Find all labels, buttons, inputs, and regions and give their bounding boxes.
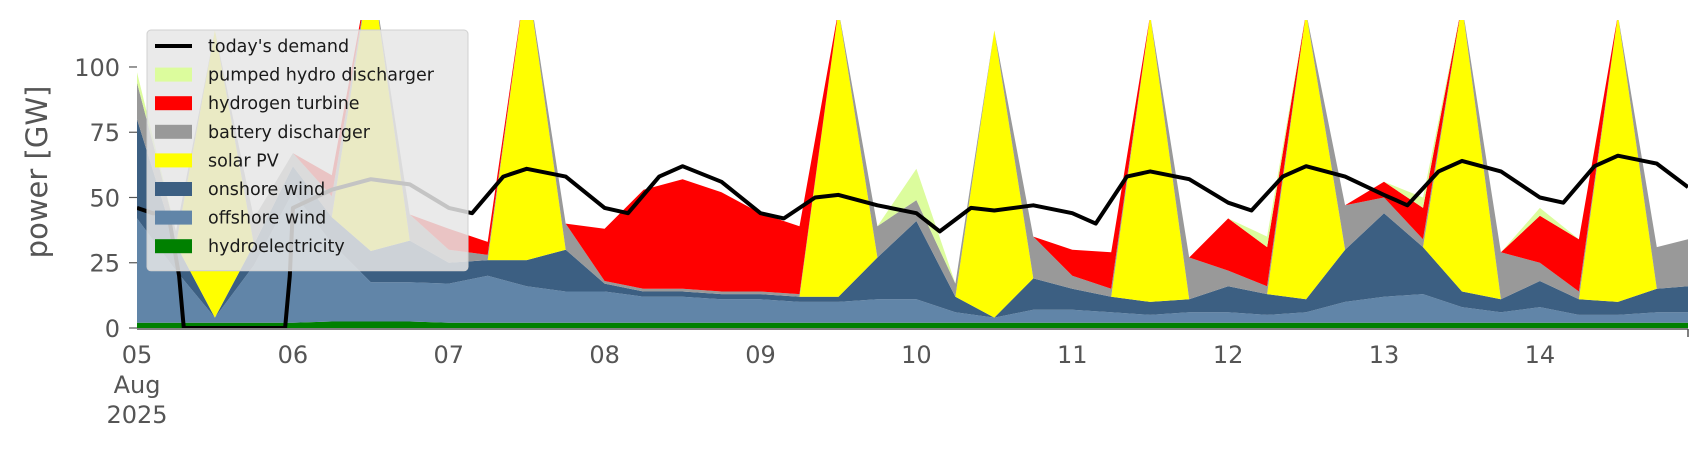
x-tick-sublabel: Aug — [114, 371, 161, 399]
y-tick-label: 0 — [105, 315, 120, 343]
y-axis-label: power [GW] — [20, 86, 54, 259]
legend-swatch — [155, 182, 192, 196]
legend-label: onshore wind — [208, 180, 325, 200]
legend-label: hydrogen turbine — [208, 94, 360, 114]
y-tick-label: 25 — [89, 250, 120, 278]
legend-label: offshore wind — [208, 209, 326, 229]
legend-label: solar PV — [208, 151, 279, 171]
demand-line — [137, 153, 1688, 328]
demand-layer — [137, 153, 1688, 328]
y-axis-ticks: 0 25 50 75 100 — [74, 54, 137, 343]
legend-swatch — [155, 124, 192, 139]
y-tick-label: 50 — [89, 184, 120, 212]
area-onshore-wind — [137, 119, 1688, 318]
legend-swatch — [155, 210, 192, 225]
legend-swatch — [155, 153, 192, 168]
x-tick-label: 09 — [745, 341, 776, 369]
area-battery-discharger — [137, 20, 1688, 300]
legend-swatch — [155, 67, 192, 82]
x-tick-label: 08 — [589, 341, 620, 369]
x-tick-label: 07 — [433, 341, 464, 369]
legend-label: today's demand — [208, 37, 349, 57]
x-tick-label: 14 — [1525, 341, 1556, 369]
legend-label: battery discharger — [208, 123, 371, 143]
x-tick-sublabel: 2025 — [106, 401, 167, 429]
x-tick-label: 12 — [1213, 341, 1244, 369]
legend: today's demand pumped hydro discharger hyd… — [146, 29, 469, 272]
legend-swatch — [155, 239, 192, 254]
x-tick-label: 05 — [122, 341, 153, 369]
area-offshore-wind — [137, 192, 1688, 323]
x-tick-label: 10 — [901, 341, 932, 369]
legend-swatch — [155, 96, 192, 111]
legend-box — [146, 29, 469, 272]
x-tick-label: 13 — [1369, 341, 1400, 369]
area-hydroelectricity — [137, 321, 1688, 328]
x-tick-label: 11 — [1057, 341, 1088, 369]
y-tick-label: 100 — [74, 54, 120, 82]
legend-label: pumped hydro discharger — [208, 66, 435, 86]
legend-label: hydroelectricity — [208, 237, 345, 257]
stacked-areas — [137, 20, 1688, 328]
area-solar-pv — [137, 20, 1688, 318]
x-tick-label: 06 — [278, 341, 309, 369]
y-tick-label: 75 — [89, 119, 120, 147]
